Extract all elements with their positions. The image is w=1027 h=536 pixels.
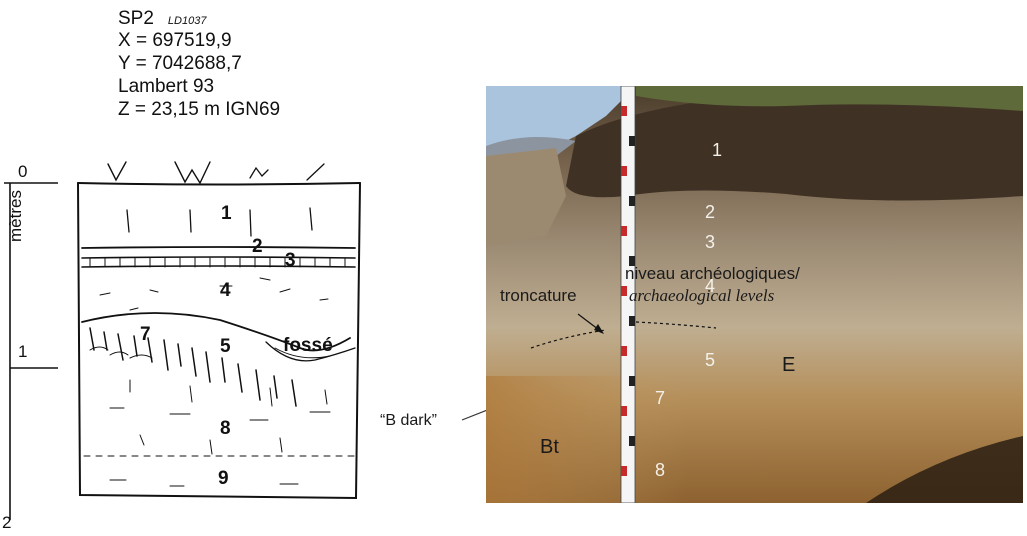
sketch-layer-9: 9 [218,468,229,489]
sketch-layer-8: 8 [220,418,231,439]
sketch-drawing [77,161,361,500]
b-dark-label: “B dark” [380,412,437,429]
scale-unit-label: mètres [6,190,25,242]
sketch-layer-3: 3 [285,250,296,271]
photo-layer-5: 5 [705,350,716,370]
ditch-label: fossé [283,335,333,356]
truncation-label: troncature [500,286,577,305]
sketch-layer-7: 7 [140,324,151,345]
soil-section-photo: 1 2 3 4 5 7 8 E Bt niveau archéologiques… [486,86,1023,503]
photo-graphic [486,86,1023,503]
scale-tick-1: 1 [18,342,28,361]
photo-layer-4: 4 [705,276,716,296]
horizon-e-label: E [782,354,796,376]
photo-layer-7: 7 [655,388,666,408]
photo-layer-2: 2 [705,202,716,222]
archaeo-label-fr: niveau archéologiques/ [625,264,800,283]
site-title: SP2 LD1037 [118,8,206,32]
projection-label: Lambert 93 [118,76,215,97]
scale-tick-2: 2 [2,513,12,532]
y-coordinate: Y = 7042688,7 [118,53,242,74]
photo-layer-8: 8 [655,460,666,480]
horizon-bt-label: Bt [540,436,559,458]
photo-layer-1: 1 [712,140,723,160]
sketch-layer-2: 2 [252,236,263,257]
scale-lines [4,182,58,520]
archaeo-label-en: archaeological levels [629,286,775,305]
sketch-layer-4: 4 [220,280,231,301]
scale-tick-0: 0 [18,162,28,181]
sketch-layer-1: 1 [221,203,232,224]
site-name: SP2 [118,8,154,29]
photo-layer-3: 3 [705,232,716,252]
sketch-layer-5: 5 [220,336,231,357]
x-coordinate: X = 697519,9 [118,30,232,51]
site-code: LD1037 [167,15,207,27]
z-elevation: Z = 23,15 m IGN69 [118,99,281,120]
